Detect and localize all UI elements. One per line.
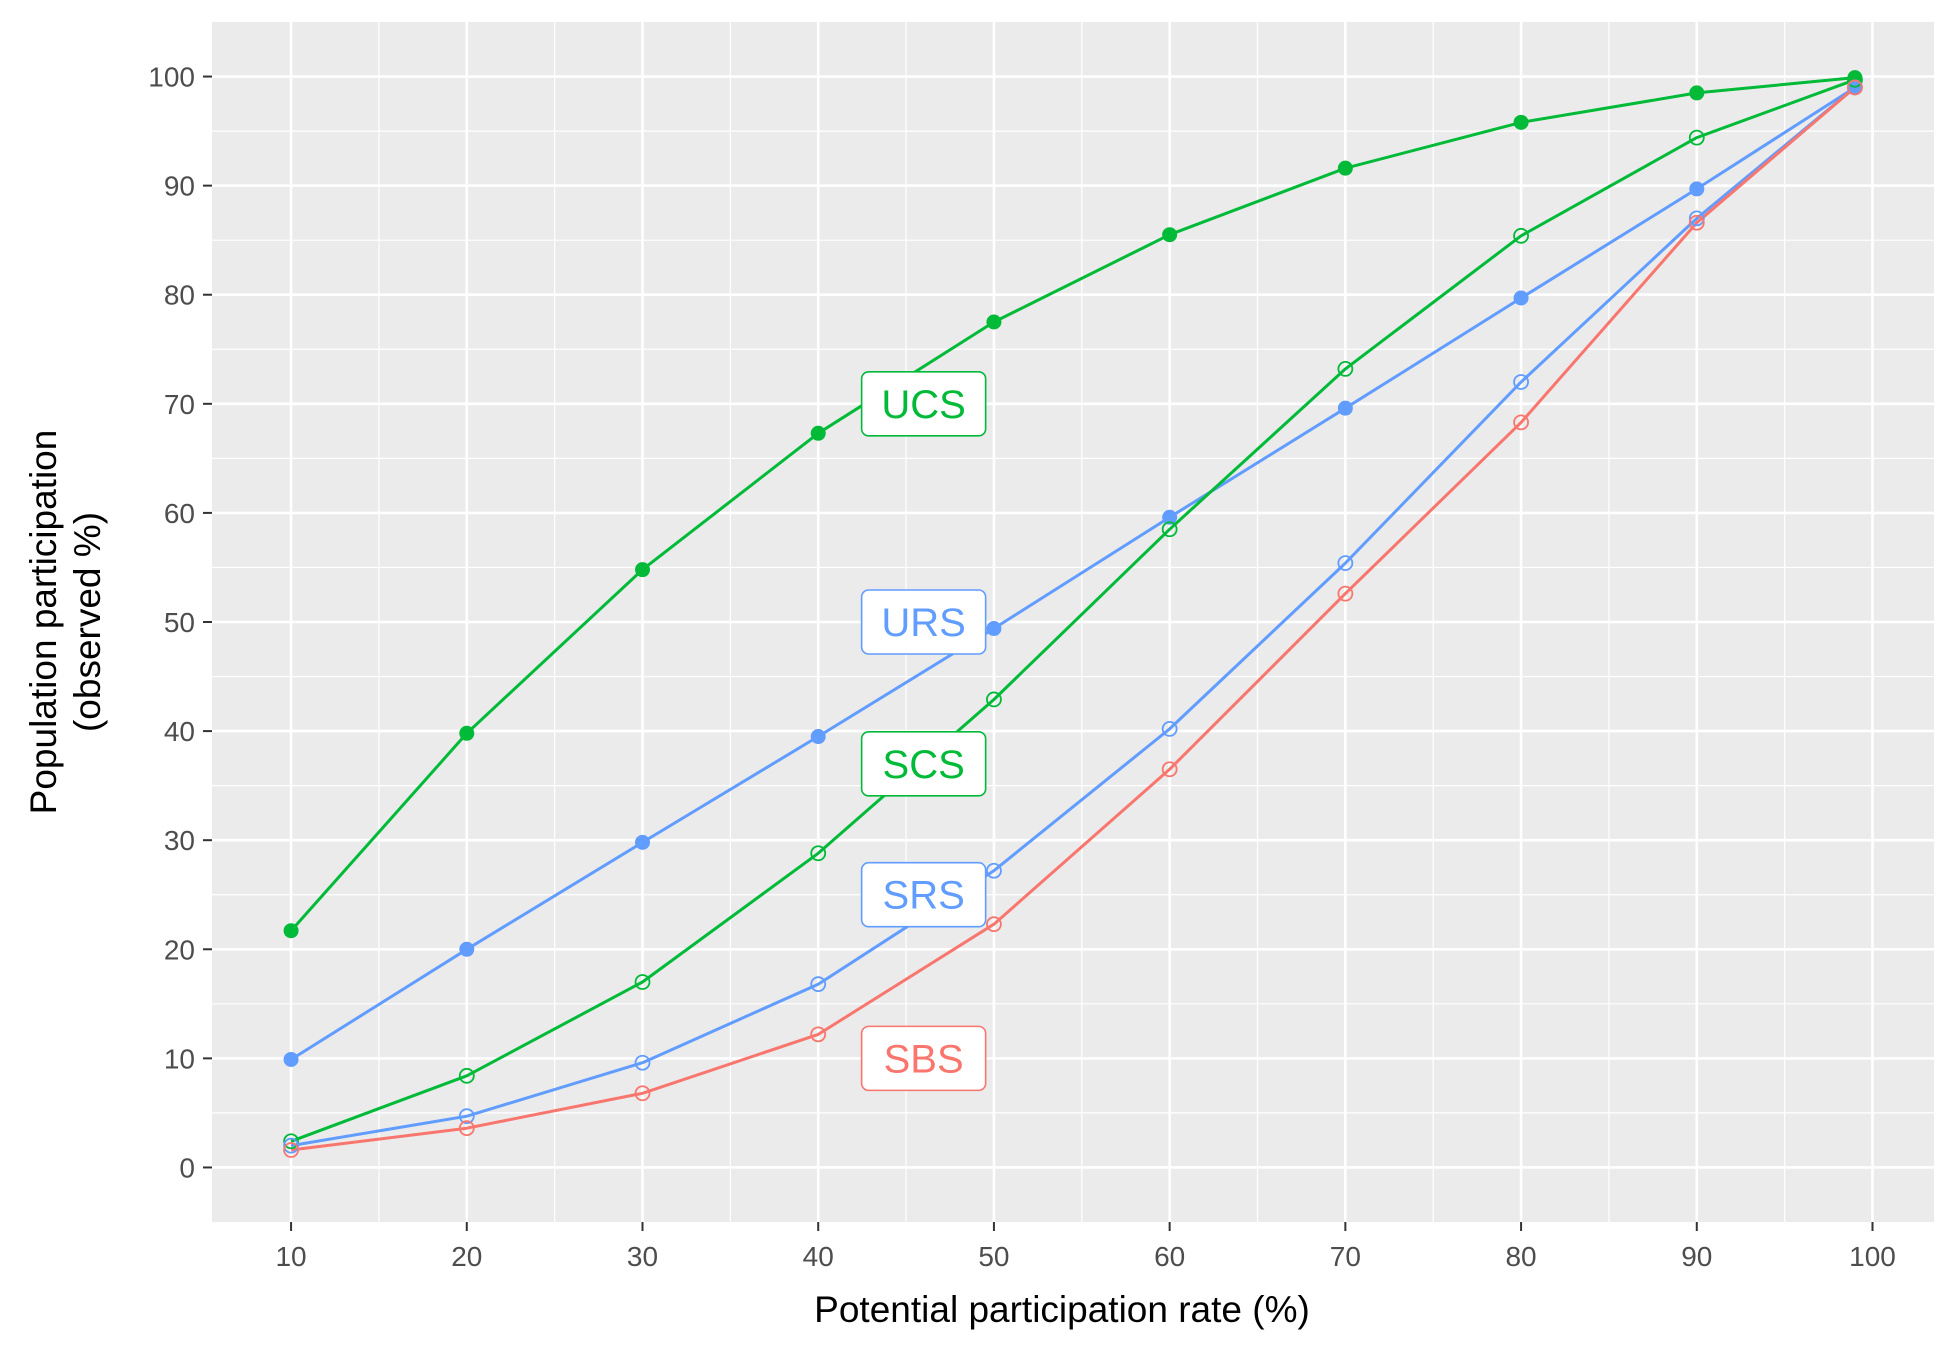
series-line-sbs	[290, 86, 1856, 1152]
y-tick-label: 80	[164, 280, 195, 311]
data-point-sbs	[1513, 414, 1529, 431]
x-axis-title: Potential participation rate (%)	[814, 1289, 1310, 1330]
data-point-srs	[283, 1137, 299, 1154]
data-point-scs	[1337, 361, 1354, 377]
data-point-scs	[810, 845, 827, 862]
series-label-text: URS	[881, 601, 965, 645]
y-axis-title-line: Population participation	[23, 430, 64, 815]
y-axis: 0 10 20 30 40 50 60 70 80 90 100	[148, 62, 212, 1183]
data-point-scs	[986, 691, 1002, 708]
series-label-urs: URS	[860, 589, 987, 655]
series-label-srs: SRS	[860, 861, 987, 928]
series-label-box	[860, 589, 987, 655]
series-label-text: UCS	[881, 383, 965, 427]
x-tick-label: 60	[1154, 1241, 1185, 1272]
series-label-box	[860, 731, 987, 797]
series-label-text: SCS	[883, 743, 965, 787]
data-point-urs	[1689, 181, 1705, 197]
data-point-sbs	[986, 916, 1002, 933]
y-axis-title-line: (observed %)	[67, 512, 108, 732]
data-point-ucs	[459, 725, 475, 741]
data-point-scs	[458, 1067, 475, 1084]
data-point-sbs	[1337, 585, 1354, 602]
series-label-scs: SCS	[860, 731, 987, 797]
y-tick-label: 100	[148, 62, 195, 93]
data-point-srs	[986, 862, 1002, 879]
data-point-ucs	[986, 314, 1002, 330]
data-point-urs	[1337, 400, 1353, 416]
series-label-ucs: UCS	[860, 371, 987, 437]
data-point-scs	[634, 974, 651, 990]
y-tick-label: 40	[164, 716, 195, 747]
data-point-urs	[986, 621, 1002, 637]
y-tick-label: 70	[164, 389, 195, 420]
data-point-ucs	[635, 562, 650, 578]
data-point-urs	[810, 729, 826, 745]
y-axis-title: Population participation(observed %)	[23, 430, 108, 815]
series-label-sbs: SBS	[860, 1025, 987, 1092]
y-tick-label: 90	[164, 171, 195, 202]
x-tick-label: 10	[275, 1241, 306, 1272]
series-line-scs	[290, 78, 1856, 1143]
data-point-srs	[458, 1108, 475, 1125]
series-points	[283, 70, 1863, 1158]
y-tick-label: 50	[164, 607, 195, 638]
data-point-ucs	[283, 923, 299, 939]
data-point-sbs	[1161, 761, 1178, 778]
series-line-ucs	[289, 76, 1856, 932]
x-axis: 10 20 30 40 50 60 70 80 90 100	[275, 1222, 1896, 1272]
data-point-ucs	[1513, 114, 1529, 130]
series-label-text: SBS	[884, 1037, 964, 1081]
data-point-urs	[283, 1051, 299, 1067]
x-tick-label: 20	[451, 1241, 482, 1272]
data-point-sbs	[458, 1120, 475, 1137]
x-tick-label: 80	[1505, 1241, 1536, 1272]
y-tick-label: 30	[164, 825, 195, 856]
minor-gridlines	[212, 22, 1934, 1222]
data-point-scs	[1161, 521, 1178, 538]
y-tick-label: 0	[179, 1152, 195, 1183]
data-point-ucs	[1162, 227, 1178, 243]
data-point-urs	[635, 834, 650, 850]
data-point-srs	[1161, 721, 1178, 737]
data-point-scs	[1513, 227, 1529, 244]
data-point-urs	[1513, 290, 1529, 306]
data-point-srs	[810, 976, 827, 993]
data-point-urs	[459, 941, 475, 957]
data-point-scs	[283, 1133, 299, 1150]
x-tick-label: 50	[978, 1241, 1009, 1272]
x-tick-label: 40	[803, 1241, 834, 1272]
y-tick-label: 60	[164, 498, 195, 529]
series-line-urs	[290, 86, 1856, 1061]
series-labels: UCS URS SCS SRS SBS	[860, 371, 987, 1092]
data-point-scs	[1688, 129, 1705, 146]
x-tick-label: 30	[627, 1241, 658, 1272]
data-point-sbs	[1847, 79, 1863, 96]
data-point-sbs	[283, 1142, 299, 1158]
data-point-ucs	[810, 425, 826, 441]
data-point-srs	[634, 1054, 651, 1071]
series-lines	[289, 76, 1856, 1152]
data-point-urs	[1162, 509, 1178, 525]
data-point-srs	[1513, 374, 1529, 390]
series-label-box	[860, 371, 987, 437]
data-point-srs	[1688, 210, 1705, 227]
series-label-text: SRS	[883, 874, 965, 918]
x-tick-label: 90	[1681, 1241, 1712, 1272]
series-label-box	[860, 861, 987, 928]
data-point-ucs	[1337, 160, 1353, 176]
x-tick-label: 100	[1849, 1241, 1896, 1272]
data-point-srs	[1337, 555, 1354, 571]
x-tick-label: 70	[1330, 1241, 1361, 1272]
data-point-sbs	[1688, 214, 1705, 231]
y-tick-label: 20	[164, 934, 195, 965]
data-point-sbs	[810, 1026, 827, 1043]
series-label-box	[860, 1025, 987, 1092]
data-point-scs	[1847, 71, 1863, 88]
data-point-ucs	[1689, 85, 1705, 101]
data-point-sbs	[634, 1085, 651, 1102]
y-tick-label: 10	[164, 1043, 195, 1074]
series-line-srs	[290, 86, 1856, 1148]
